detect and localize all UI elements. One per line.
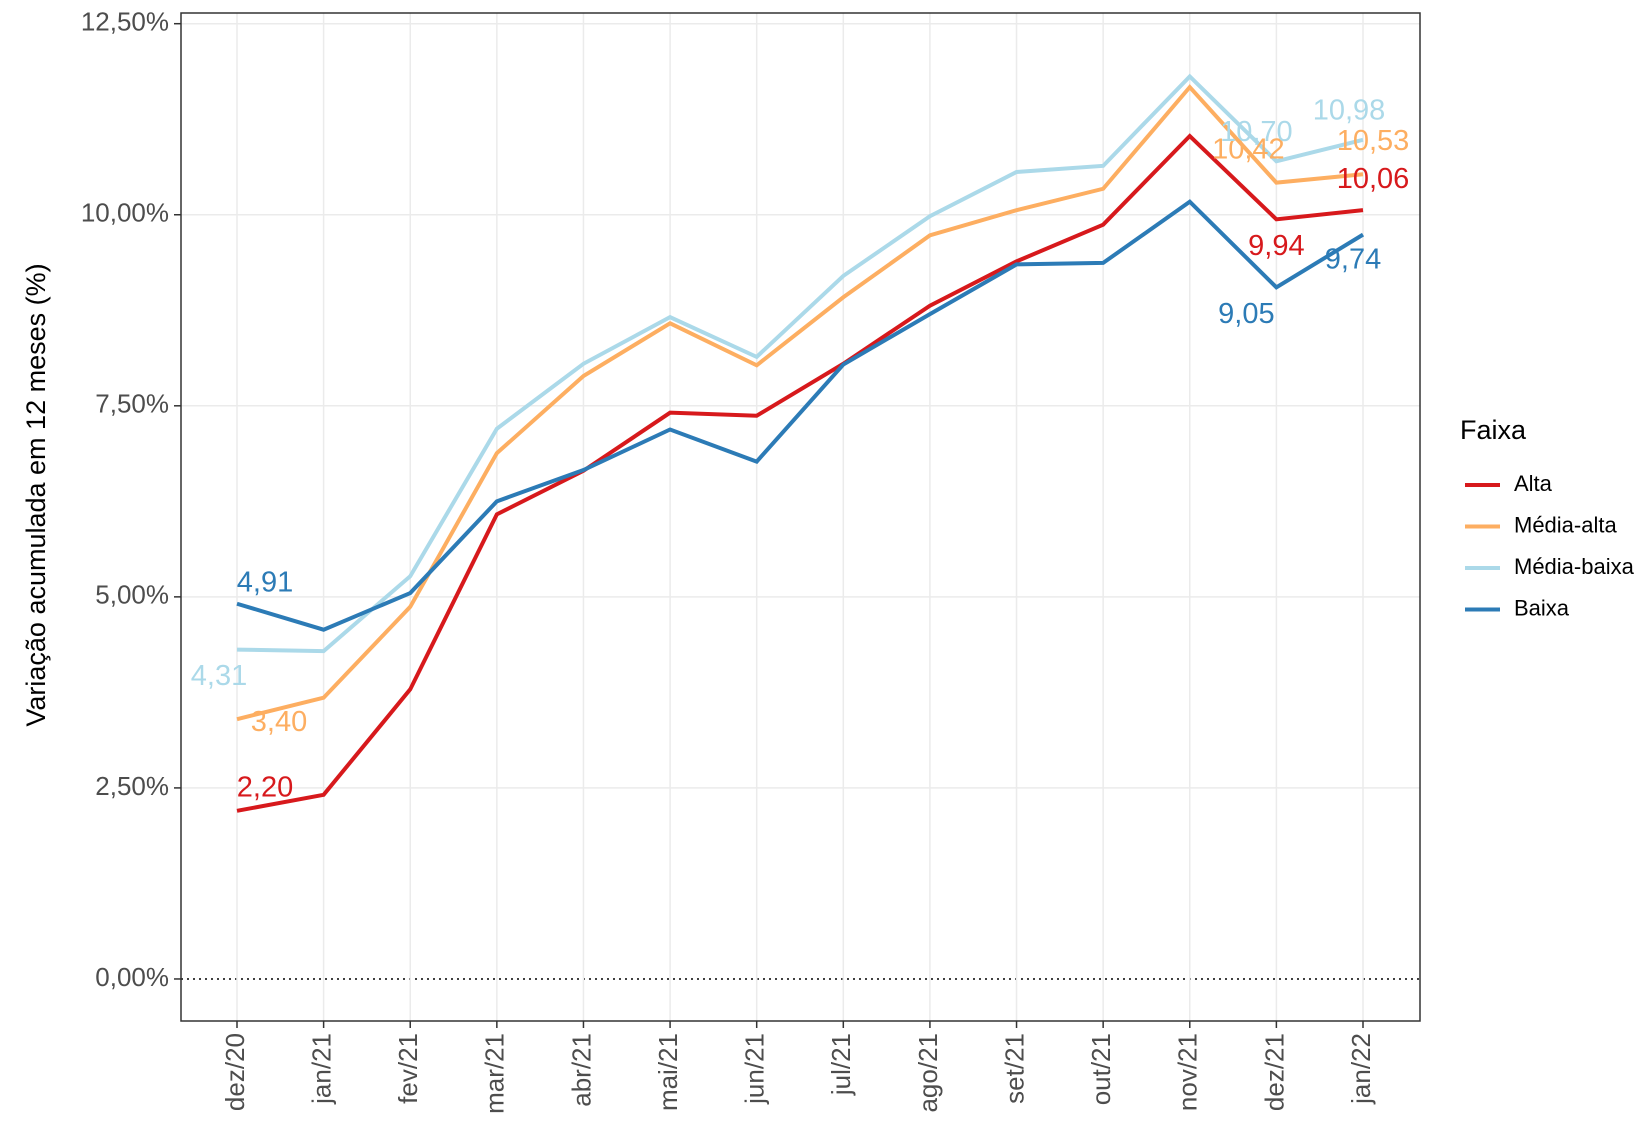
- value-label: 9,94: [1248, 230, 1304, 262]
- series-line: [236, 199, 1365, 632]
- x-tick-label: dez/20: [220, 1033, 250, 1111]
- x-tick-label: jul/21: [826, 1033, 856, 1096]
- value-label: 9,05: [1218, 298, 1274, 330]
- plot-border: [180, 12, 1421, 1022]
- y-tick-label: 10,00%: [81, 198, 169, 228]
- value-label: 4,31: [191, 660, 247, 692]
- value-label: 4,91: [237, 566, 293, 598]
- legend-label: Média-alta: [1514, 512, 1617, 537]
- legend-label: Média-baixa: [1514, 554, 1635, 579]
- legend-label: Alta: [1514, 471, 1553, 496]
- x-tick-label: out/21: [1086, 1033, 1116, 1105]
- series-line: [236, 84, 1364, 722]
- x-tick-label: mai/21: [653, 1033, 683, 1111]
- y-tick-label: 12,50%: [81, 7, 169, 37]
- value-label: 10,70: [1220, 116, 1293, 148]
- value-label: 10,53: [1337, 125, 1410, 157]
- x-tick-label: jan/22: [1346, 1033, 1376, 1105]
- legend-title: Faixa: [1460, 415, 1527, 445]
- y-tick-label: 2,50%: [95, 771, 169, 801]
- x-tick-label: jun/21: [740, 1033, 770, 1105]
- y-axis-title: Variação acumulada em 12 meses (%): [21, 263, 51, 726]
- x-tick-label: set/21: [999, 1033, 1029, 1104]
- value-label: 9,74: [1325, 243, 1381, 275]
- x-tick-label: dez/21: [1259, 1033, 1289, 1111]
- legend-label: Baixa: [1514, 595, 1570, 620]
- series-line: [236, 133, 1364, 813]
- x-tick-label: jan/21: [306, 1033, 336, 1105]
- value-label: 10,42: [1212, 133, 1285, 165]
- y-tick-label: 0,00%: [95, 962, 169, 992]
- x-tick-label: nov/21: [1173, 1033, 1203, 1111]
- x-tick-label: fev/21: [393, 1033, 423, 1104]
- value-label: 10,98: [1313, 95, 1386, 127]
- x-tick-label: mar/21: [480, 1033, 510, 1114]
- value-label: 3,40: [251, 706, 307, 738]
- y-tick-label: 7,50%: [95, 389, 169, 419]
- x-tick-label: abr/21: [566, 1033, 596, 1107]
- x-tick-label: ago/21: [913, 1033, 943, 1113]
- series-line: [236, 73, 1364, 654]
- value-label: 2,20: [237, 771, 293, 803]
- value-label: 10,06: [1337, 163, 1410, 195]
- y-tick-label: 5,00%: [95, 580, 169, 610]
